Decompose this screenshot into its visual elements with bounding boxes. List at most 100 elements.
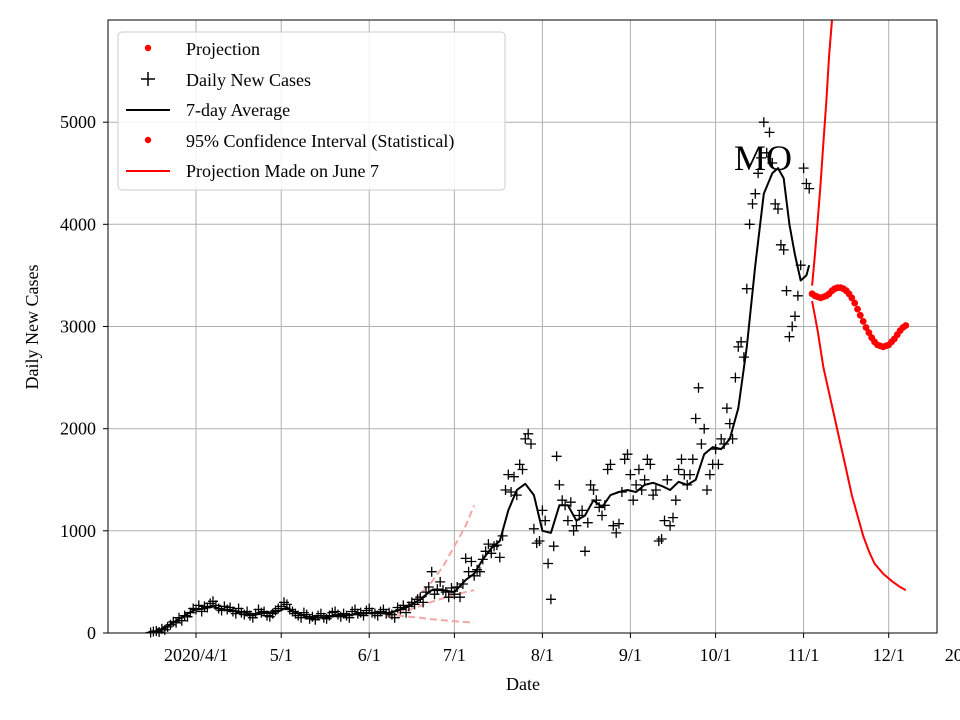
x-tick-label: 2021/1/1 [945, 645, 960, 665]
daily-case-marker [656, 534, 667, 544]
daily-case-marker [565, 497, 576, 508]
daily-case-marker [756, 152, 766, 163]
daily-case-marker [713, 459, 724, 470]
projection-dots [808, 284, 910, 351]
daily-case-marker [517, 464, 528, 475]
daily-case-marker [622, 449, 633, 460]
daily-case-marker [597, 510, 607, 521]
daily-case-marker [693, 382, 704, 393]
daily-case-marker [798, 163, 809, 174]
daily-case-marker [435, 576, 446, 587]
legend-projection-label: Projection [186, 39, 260, 59]
daily-case-marker [619, 454, 630, 465]
x-tick-label: 2020/4/1 [164, 645, 228, 665]
daily-case-marker [764, 127, 775, 138]
daily-case-marker [662, 474, 673, 485]
daily-case-marker [778, 244, 789, 255]
projection-dot [856, 311, 864, 319]
x-tick-label: 10/1 [700, 645, 732, 665]
legend: Projection Daily New Cases 7-day Average… [117, 31, 506, 191]
daily-case-marker [668, 512, 678, 523]
daily-case-marker [588, 485, 599, 495]
daily-case-marker [699, 423, 710, 434]
daily-case-marker [741, 283, 752, 294]
daily-case-marker [750, 188, 761, 199]
daily-case-marker [611, 527, 622, 538]
y-tick-label: 5000 [60, 112, 96, 132]
daily-case-marker [543, 558, 554, 569]
daily-case-marker [389, 612, 400, 623]
x-axis-label: Date [506, 674, 540, 694]
daily-case-marker [736, 336, 747, 347]
daily-case-marker [645, 459, 656, 470]
daily-case-marker [670, 495, 681, 506]
daily-case-marker [639, 474, 650, 485]
seven-day-average-path [153, 167, 811, 633]
daily-case-marker [659, 515, 670, 526]
daily-case-marker [526, 439, 536, 449]
daily-case-marker [520, 433, 531, 444]
daily-case-marker [557, 495, 568, 506]
daily-case-marker [792, 290, 803, 301]
daily-case-marker [744, 219, 755, 230]
daily-case-marker [401, 607, 412, 618]
daily-case-marker [633, 464, 644, 475]
y-tick-label: 1000 [60, 521, 96, 541]
confidence-interval-lines [811, 19, 907, 591]
legend-ci-marker [144, 136, 152, 144]
x-tick-label: 5/1 [270, 645, 293, 665]
x-tick-label: 7/1 [443, 645, 466, 665]
daily-case-marker [767, 158, 778, 168]
daily-case-marker [716, 433, 727, 444]
legend-ci-label: 95% Confidence Interval (Statistical) [186, 131, 454, 152]
legend-projection-marker [144, 44, 152, 52]
legend-average-label: 7-day Average [186, 100, 290, 120]
june7-lower-line [386, 614, 475, 624]
daily-case-marker [628, 495, 639, 506]
daily-case-marker [443, 592, 454, 603]
region-label: MO [734, 138, 792, 178]
daily-case-marker [463, 566, 474, 577]
daily-case-marker [460, 553, 471, 564]
daily-case-marker [773, 204, 783, 214]
legend-daily-label: Daily New Cases [186, 70, 311, 90]
daily-case-marker [514, 459, 525, 470]
daily-case-marker [738, 352, 749, 363]
daily-case-marker [804, 183, 815, 194]
daily-case-marker [551, 451, 562, 462]
projection-dot [848, 294, 856, 302]
x-tick-label: 8/1 [531, 645, 554, 665]
daily-case-marker [676, 454, 687, 465]
daily-case-marker [719, 439, 730, 449]
ci-upper-line [811, 19, 833, 286]
daily-case-marker [423, 582, 434, 592]
y-axis-label: Daily New Cases [22, 265, 42, 390]
daily-case-marker [721, 403, 732, 414]
x-tick-label: 6/1 [358, 645, 381, 665]
daily-case-marker [702, 485, 712, 495]
daily-case-marker [537, 505, 548, 516]
daily-case-marker [781, 285, 792, 296]
daily-case-marker [503, 469, 514, 480]
projection-dot [862, 324, 870, 331]
daily-case-marker [568, 525, 579, 536]
daily-case-marker [690, 413, 701, 424]
y-tick-label: 2000 [60, 419, 96, 439]
daily-case-marker [534, 536, 545, 546]
seven-day-average-line [153, 167, 811, 633]
daily-case-marker [580, 546, 590, 557]
daily-case-marker [687, 454, 698, 465]
daily-case-marker [455, 592, 465, 603]
daily-case-marker [602, 464, 613, 475]
daily-case-marker [733, 341, 744, 352]
daily-case-marker [483, 539, 494, 550]
daily-case-marker [523, 428, 534, 439]
daily-case-marker [685, 469, 695, 480]
y-tick-label: 0 [87, 623, 96, 643]
daily-case-marker [466, 556, 477, 567]
daily-case-marker [418, 597, 429, 608]
daily-case-marker [554, 479, 565, 490]
projection-dot [859, 318, 867, 325]
daily-case-marker [665, 520, 676, 531]
